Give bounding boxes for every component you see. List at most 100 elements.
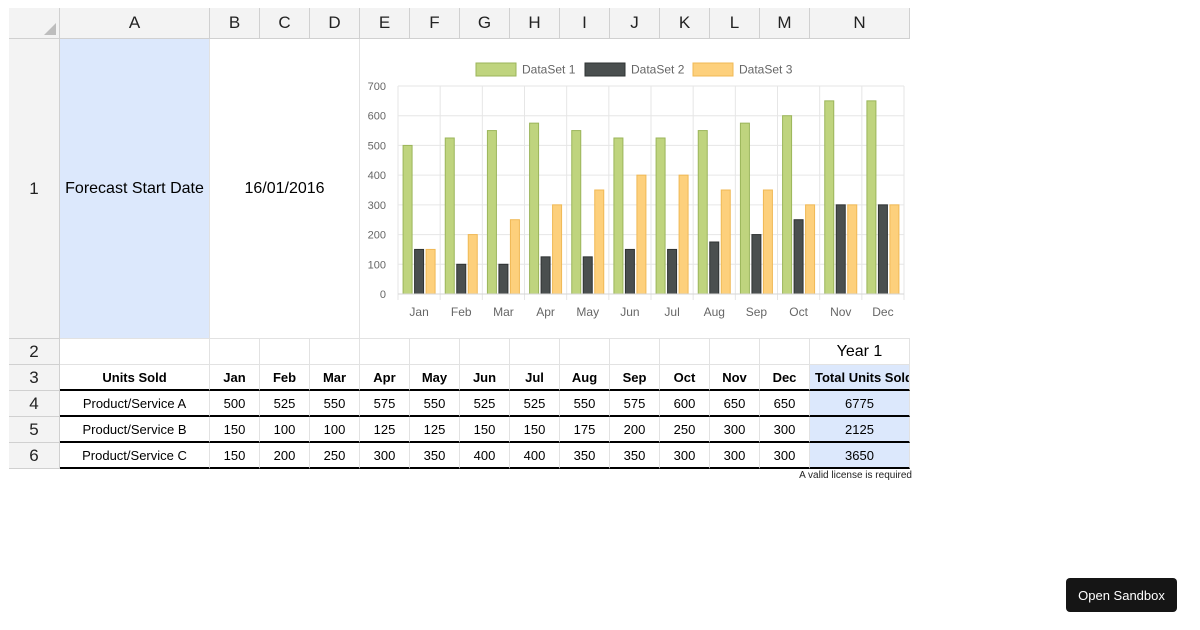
units-cell[interactable]: 150: [460, 417, 510, 443]
column-header-h[interactable]: H: [510, 8, 560, 39]
row2-cell-g[interactable]: [460, 339, 510, 365]
column-header-k[interactable]: K: [660, 8, 710, 39]
units-cell[interactable]: 350: [410, 443, 460, 469]
forecast-start-date-cell[interactable]: 16/01/2016: [210, 39, 360, 339]
total-units-cell[interactable]: 2125: [810, 417, 910, 443]
select-all-corner[interactable]: [9, 8, 60, 39]
units-cell[interactable]: 150: [510, 417, 560, 443]
row2-cell-b[interactable]: [210, 339, 260, 365]
row2-cell-h[interactable]: [510, 339, 560, 365]
units-cell[interactable]: 300: [760, 417, 810, 443]
row2-cell-i[interactable]: [560, 339, 610, 365]
total-units-cell[interactable]: 3650: [810, 443, 910, 469]
units-cell[interactable]: 150: [210, 417, 260, 443]
header-sep[interactable]: Sep: [610, 365, 660, 391]
bar-dataset-1-jun: [613, 137, 624, 295]
row2-cell-j[interactable]: [610, 339, 660, 365]
chart-container: 0 100 200 300 400 500 600 700 Jan Feb Mar Apr May Jun…: [360, 39, 910, 339]
bar-dataset-2-oct: [793, 219, 804, 295]
units-cell[interactable]: 575: [610, 391, 660, 417]
row2-cell-f[interactable]: [410, 339, 460, 365]
units-cell[interactable]: 125: [410, 417, 460, 443]
units-cell[interactable]: 600: [660, 391, 710, 417]
row-header-1[interactable]: 1: [9, 39, 60, 339]
column-header-j[interactable]: J: [610, 8, 660, 39]
units-cell[interactable]: 100: [310, 417, 360, 443]
row-header-6[interactable]: 6: [9, 443, 60, 469]
forecast-start-label-cell[interactable]: Forecast Start Date: [60, 39, 210, 339]
row2-cell-m[interactable]: [760, 339, 810, 365]
header-nov[interactable]: Nov: [710, 365, 760, 391]
units-cell[interactable]: 525: [510, 391, 560, 417]
units-cell[interactable]: 200: [260, 443, 310, 469]
bar-dataset-1-apr: [529, 122, 540, 295]
units-cell[interactable]: 525: [260, 391, 310, 417]
header-apr[interactable]: Apr: [360, 365, 410, 391]
units-cell[interactable]: 550: [310, 391, 360, 417]
header-aug[interactable]: Aug: [560, 365, 610, 391]
units-cell[interactable]: 175: [560, 417, 610, 443]
header-dec[interactable]: Dec: [760, 365, 810, 391]
units-cell[interactable]: 250: [310, 443, 360, 469]
header-may[interactable]: May: [410, 365, 460, 391]
units-cell[interactable]: 500: [210, 391, 260, 417]
column-header-m[interactable]: M: [760, 8, 810, 39]
header-units-sold[interactable]: Units Sold: [60, 365, 210, 391]
units-cell[interactable]: 550: [560, 391, 610, 417]
units-cell[interactable]: 125: [360, 417, 410, 443]
open-sandbox-button[interactable]: Open Sandbox: [1066, 578, 1177, 612]
total-units-cell[interactable]: 6775: [810, 391, 910, 417]
column-header-g[interactable]: G: [460, 8, 510, 39]
column-header-f[interactable]: F: [410, 8, 460, 39]
product-name-cell[interactable]: Product/Service B: [60, 417, 210, 443]
units-cell[interactable]: 300: [660, 443, 710, 469]
row-header-4[interactable]: 4: [9, 391, 60, 417]
product-name-cell[interactable]: Product/Service C: [60, 443, 210, 469]
units-cell[interactable]: 650: [760, 391, 810, 417]
units-cell[interactable]: 650: [710, 391, 760, 417]
column-header-n[interactable]: N: [810, 8, 910, 39]
column-header-i[interactable]: I: [560, 8, 610, 39]
product-name-cell[interactable]: Product/Service A: [60, 391, 210, 417]
header-total-units-sold[interactable]: Total Units Sold: [810, 365, 910, 391]
x-tick-label: Jan: [409, 305, 428, 319]
units-cell[interactable]: 200: [610, 417, 660, 443]
units-cell[interactable]: 525: [460, 391, 510, 417]
row2-cell-d[interactable]: [310, 339, 360, 365]
row-header-5[interactable]: 5: [9, 417, 60, 443]
units-cell[interactable]: 550: [410, 391, 460, 417]
units-cell[interactable]: 100: [260, 417, 310, 443]
header-feb[interactable]: Feb: [260, 365, 310, 391]
header-oct[interactable]: Oct: [660, 365, 710, 391]
header-jan[interactable]: Jan: [210, 365, 260, 391]
row2-cell-e[interactable]: [360, 339, 410, 365]
units-cell[interactable]: 150: [210, 443, 260, 469]
units-cell[interactable]: 250: [660, 417, 710, 443]
units-cell[interactable]: 350: [610, 443, 660, 469]
year-cell[interactable]: Year 1: [810, 339, 910, 365]
column-header-c[interactable]: C: [260, 8, 310, 39]
units-cell[interactable]: 400: [510, 443, 560, 469]
header-jun[interactable]: Jun: [460, 365, 510, 391]
header-mar[interactable]: Mar: [310, 365, 360, 391]
column-header-e[interactable]: E: [360, 8, 410, 39]
header-jul[interactable]: Jul: [510, 365, 560, 391]
column-header-b[interactable]: B: [210, 8, 260, 39]
units-cell[interactable]: 400: [460, 443, 510, 469]
select-all-triangle-icon: [44, 23, 56, 35]
row2-cell-c[interactable]: [260, 339, 310, 365]
row2-cell-k[interactable]: [660, 339, 710, 365]
row2-cell-a[interactable]: [60, 339, 210, 365]
column-header-a[interactable]: A: [60, 8, 210, 39]
units-cell[interactable]: 300: [710, 417, 760, 443]
units-cell[interactable]: 300: [710, 443, 760, 469]
units-cell[interactable]: 350: [560, 443, 610, 469]
row-header-2[interactable]: 2: [9, 339, 60, 365]
row2-cell-l[interactable]: [710, 339, 760, 365]
units-cell[interactable]: 300: [760, 443, 810, 469]
column-header-l[interactable]: L: [710, 8, 760, 39]
column-header-d[interactable]: D: [310, 8, 360, 39]
row-header-3[interactable]: 3: [9, 365, 60, 391]
units-cell[interactable]: 300: [360, 443, 410, 469]
units-cell[interactable]: 575: [360, 391, 410, 417]
